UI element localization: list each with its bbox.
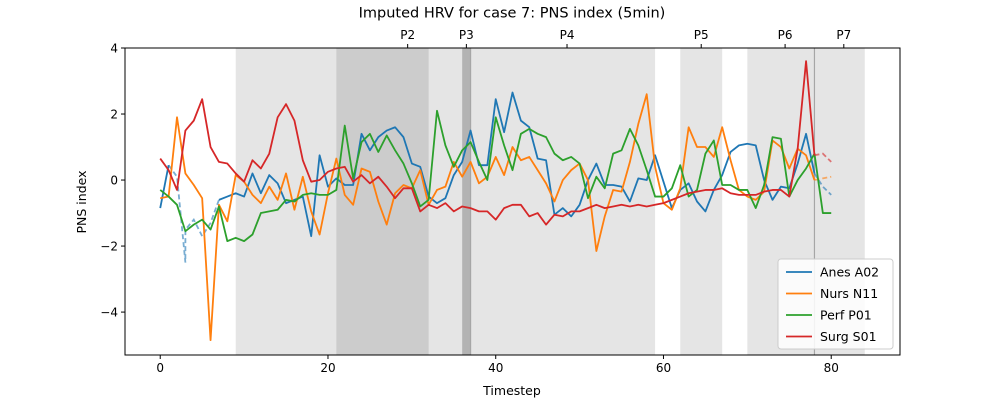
chart-title: Imputed HRV for case 7: PNS index (5min) (359, 6, 666, 22)
phase-label-p5: P5 (694, 28, 709, 42)
shaded-region-4 (680, 48, 723, 355)
x-axis-ticks: 0 20 40 60 80 (156, 355, 839, 375)
legend-label-anes-a02: Anes A02 (820, 265, 879, 280)
phase-label-p3: P3 (459, 28, 474, 42)
shaded-phase-regions (235, 48, 865, 355)
legend-label-nurs-n11: Nurs N11 (820, 286, 878, 301)
legend: Anes A02 Nurs N11 Perf P01 Surg S01 (777, 258, 894, 350)
x-axis-title: Timestep (482, 383, 541, 398)
y-axis-ticks: −4 −2 0 2 4 (100, 41, 125, 319)
series-imputed-anes-a02 (167, 164, 220, 263)
y-tick-label-0: 0 (110, 173, 118, 187)
y-tick-label--2: −2 (100, 239, 118, 253)
series-line-anes-a02-1 (159, 165, 170, 209)
series-lines (159, 60, 832, 342)
shaded-region-1 (235, 48, 656, 355)
shaded-region-3 (462, 48, 471, 355)
plot-frame (124, 47, 901, 356)
phase-label-p6: P6 (778, 28, 793, 42)
series-line-anes-a02-2 (218, 91, 816, 238)
x-tick-label-40: 40 (488, 361, 503, 375)
x-tick-label-80: 80 (824, 361, 839, 375)
y-tick-label-2: 2 (110, 107, 118, 121)
series-line-perf-p01-1 (159, 109, 832, 243)
top-phase-ticks: P2 P3 P4 P5 P6 P7 (400, 28, 851, 48)
phase-label-p4: P4 (560, 28, 575, 42)
legend-box (777, 258, 894, 350)
x-tick-label-60: 60 (656, 361, 671, 375)
x-tick-label-20: 20 (320, 361, 335, 375)
y-tick-label-4: 4 (110, 41, 118, 55)
y-tick-label--4: −4 (100, 305, 118, 319)
series-line-surg-s01-1 (159, 60, 816, 226)
x-tick-label-0: 0 (156, 361, 164, 375)
legend-label-surg-s01: Surg S01 (820, 329, 877, 344)
y-axis-title: PNS index (74, 171, 89, 234)
shaded-region-2 (336, 48, 429, 355)
phase-label-p2: P2 (400, 28, 415, 42)
phase-label-p7: P7 (836, 28, 851, 42)
legend-label-perf-p01: Perf P01 (820, 308, 872, 323)
series-imputed-surg-s01-tail (814, 152, 832, 163)
